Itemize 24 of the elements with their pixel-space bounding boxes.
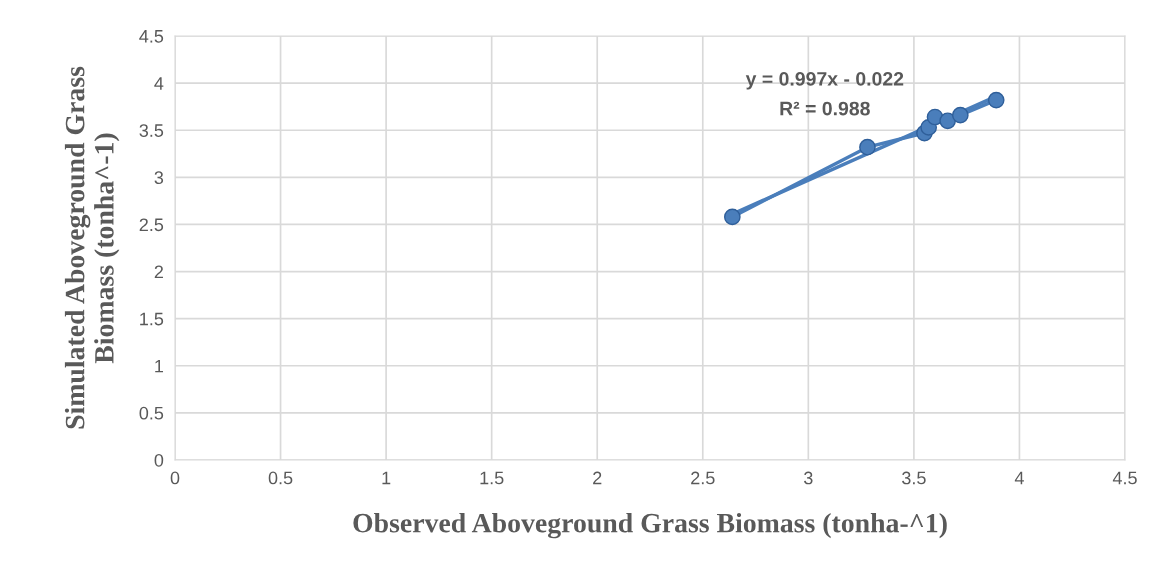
x-axis-title: Observed Aboveground Grass Biomass (tonha-^1) (353, 512, 947, 539)
x-tick-label: 3 (804, 471, 813, 485)
x-tick-label: 2 (593, 471, 602, 485)
x-tick-label: 0.5 (268, 471, 293, 485)
x-tick-label: 1.5 (480, 471, 504, 485)
x-tick-label: 3.5 (902, 471, 926, 485)
y-tick-label: 1.5 (140, 312, 164, 326)
y-tick-label: 3.5 (139, 124, 164, 137)
x-tick-label: 0 (170, 471, 180, 485)
y-axis-title: Simulated Aboveground Grass Biomass (tonha^-1) (64, 66, 120, 429)
y-tick-label: 4 (154, 77, 164, 90)
y-tick-label: 0.5 (139, 406, 164, 420)
x-tick-label: 4 (1014, 471, 1024, 485)
y-tick-label: 3 (154, 171, 164, 185)
annotation: y = 0.997x - 0.022 (745, 71, 904, 90)
y-tick-label: 2.5 (139, 218, 164, 232)
annotation: R² = 0.988 (780, 101, 870, 116)
x-tick-label: 1 (382, 471, 391, 485)
y-tick-label: 0 (154, 453, 164, 467)
y-tick-label: 1 (155, 359, 164, 373)
x-tick-label: 2.5 (691, 471, 715, 485)
y-tick-label: 4.5 (139, 30, 164, 43)
x-tick-label: 4.5 (1112, 471, 1137, 485)
y-tick-label: 2 (154, 265, 163, 279)
